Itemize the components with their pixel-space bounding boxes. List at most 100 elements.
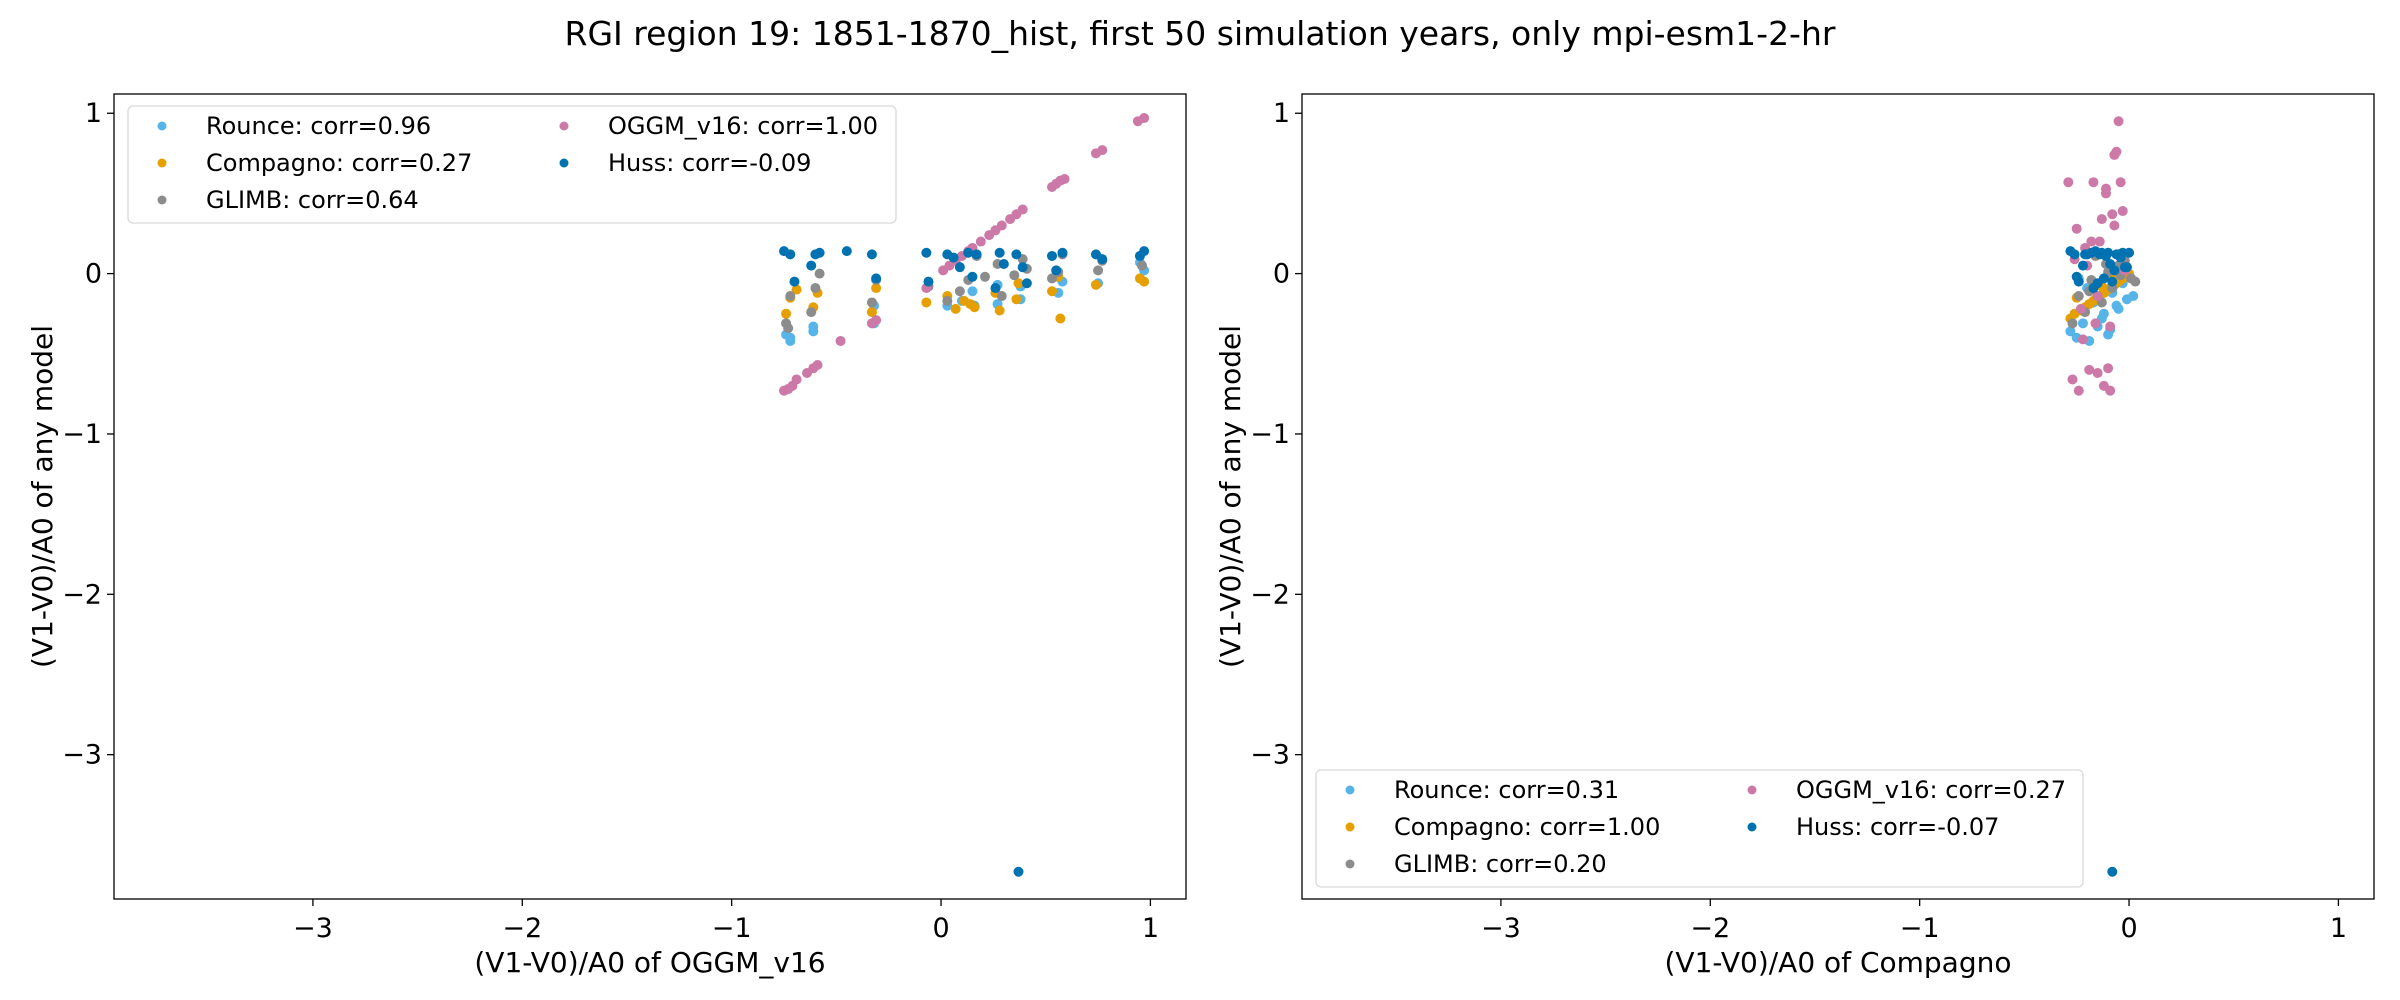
data-point xyxy=(2130,276,2141,287)
data-point xyxy=(781,308,792,319)
x-tick-label: 0 xyxy=(932,913,949,944)
x-tick-label: −1 xyxy=(712,913,752,944)
data-point xyxy=(1059,173,1070,184)
data-point xyxy=(998,258,1009,269)
data-point xyxy=(806,307,817,318)
data-point xyxy=(1139,246,1150,257)
data-point xyxy=(2115,177,2126,188)
data-point xyxy=(994,247,1005,258)
legend-label: Huss: corr=-0.09 xyxy=(608,149,811,177)
legend-label: Rounce: corr=0.96 xyxy=(206,112,431,140)
data-point xyxy=(2113,116,2124,127)
data-point xyxy=(785,335,796,346)
y-axis-label: (V1-V0)/A0 of any model xyxy=(26,325,59,668)
series-oggm-v16 xyxy=(779,113,1150,396)
data-point xyxy=(2092,291,2103,302)
data-point xyxy=(814,268,825,279)
data-point xyxy=(967,271,978,282)
data-point xyxy=(783,323,794,334)
data-point xyxy=(2092,368,2103,379)
data-point xyxy=(1013,278,1024,289)
y-tick-label: 1 xyxy=(1273,98,1290,129)
data-point xyxy=(990,283,1001,294)
legend-marker xyxy=(1747,785,1757,795)
data-point xyxy=(2092,278,2103,289)
data-point xyxy=(1090,279,1101,290)
data-point xyxy=(2117,247,2128,258)
legend-label: OGGM_v16: corr=0.27 xyxy=(1796,776,2066,804)
data-point xyxy=(1057,247,1068,258)
data-point xyxy=(2105,321,2116,332)
y-axis-label: (V1-V0)/A0 of any model xyxy=(1214,325,1247,668)
data-point xyxy=(2084,364,2095,375)
data-point xyxy=(2101,183,2111,194)
x-axis-label: (V1-V0)/A0 of OGGM_v16 xyxy=(474,946,825,979)
data-point xyxy=(1017,204,1028,215)
x-tick-label: −3 xyxy=(293,913,333,944)
data-point xyxy=(967,286,978,297)
data-point xyxy=(2065,326,2076,337)
data-point xyxy=(814,247,825,258)
y-tick-label: −3 xyxy=(62,740,102,771)
axes-frame xyxy=(1301,93,2375,900)
data-point xyxy=(871,283,882,294)
data-point xyxy=(2094,236,2105,247)
data-point xyxy=(2067,318,2078,329)
data-point xyxy=(971,249,982,260)
data-point xyxy=(841,246,852,257)
data-point xyxy=(808,326,819,337)
data-point xyxy=(2069,249,2080,260)
legend-marker xyxy=(559,121,569,131)
y-tick-label: 0 xyxy=(85,259,102,290)
data-point xyxy=(789,276,800,287)
y-tick-label: −2 xyxy=(62,579,102,610)
data-point xyxy=(1011,294,1022,305)
data-point xyxy=(2063,177,2074,188)
data-point xyxy=(2071,271,2082,282)
data-point xyxy=(812,360,823,371)
y-tick-label: 0 xyxy=(1273,259,1290,290)
right-scatter-panel: −3 −2 −1 0 1 1 0 −1 −2 −3 (V1-V0)/A0 of Compagno (V… xyxy=(1214,93,2375,979)
data-point xyxy=(2128,291,2139,302)
data-point xyxy=(2113,303,2124,314)
legend-marker xyxy=(1345,822,1355,832)
data-point xyxy=(2080,249,2091,260)
y-tick-label: −3 xyxy=(1250,740,1290,771)
data-point xyxy=(866,297,877,308)
x-tick-label: −2 xyxy=(1690,913,1730,944)
data-point xyxy=(1021,278,1032,289)
x-axis-label: (V1-V0)/A0 of Compagno xyxy=(1665,946,2012,979)
data-point xyxy=(866,307,877,318)
figure-title: RGI region 19: 1851-1870_hist, first 50 … xyxy=(565,14,1836,53)
x-tick-label: 1 xyxy=(2330,913,2347,944)
data-point xyxy=(950,303,961,314)
data-point xyxy=(1097,254,1108,265)
data-point xyxy=(980,271,990,282)
legend-marker xyxy=(1345,785,1355,795)
legend-box xyxy=(127,105,897,224)
legend-label: OGGM_v16: corr=1.00 xyxy=(608,112,878,140)
legend-marker xyxy=(1747,822,1757,832)
legend-label: Rounce: corr=0.31 xyxy=(1394,776,1619,804)
axes-frame xyxy=(113,93,1187,900)
data-point xyxy=(1047,286,1057,297)
data-point xyxy=(791,284,802,295)
legend: Rounce: corr=0.31 Compagno: corr=1.00 GLIM… xyxy=(1315,769,2084,888)
data-point xyxy=(963,247,974,258)
data-point xyxy=(2073,385,2084,396)
data-point xyxy=(2105,385,2116,396)
x-tick-label: −1 xyxy=(1900,913,1940,944)
series-glimb xyxy=(781,249,1148,334)
data-point xyxy=(2107,866,2118,877)
data-point xyxy=(2088,177,2099,188)
data-point xyxy=(2073,291,2084,302)
data-point xyxy=(810,283,821,294)
data-point xyxy=(2086,236,2097,247)
data-point xyxy=(1009,270,1020,281)
data-point xyxy=(1047,250,1057,261)
data-point xyxy=(2090,318,2101,329)
y-tick-label: −1 xyxy=(1250,419,1290,450)
data-point xyxy=(2077,318,2088,329)
data-point xyxy=(791,374,802,385)
